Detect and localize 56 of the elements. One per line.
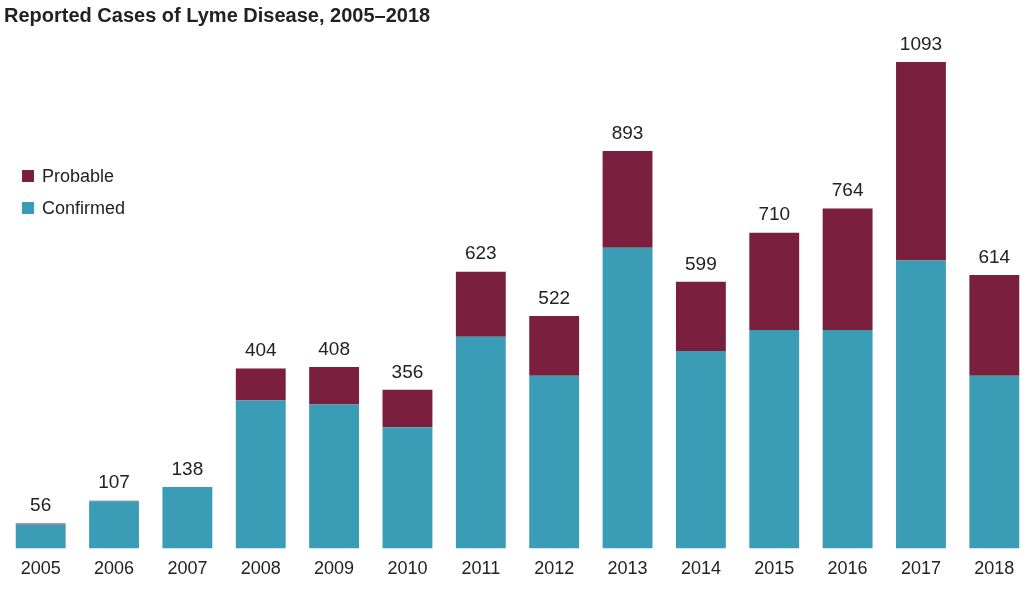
annotation: 408 [318,337,350,359]
x-tick-label: 2018 [974,558,1015,579]
bar [896,260,946,549]
x-tick-label: 2017 [900,558,941,579]
x-tick-label: 2013 [607,558,648,579]
bar [162,487,213,549]
annotation: 522 [538,286,571,308]
x-tick-label: 2015 [754,558,795,579]
bar [749,330,800,549]
bar [309,404,360,549]
annotation: 599 [685,252,717,274]
annotation: 56 [30,494,52,516]
bar [529,315,580,376]
annotation: 356 [391,360,424,382]
x-tick-label: 2007 [167,558,208,579]
annotation: 893 [611,121,644,143]
annotation: 404 [244,339,278,361]
bar [822,208,873,331]
annotation: 623 [464,242,497,264]
annotation: 710 [758,203,791,225]
x-tick-label: 2008 [240,558,281,579]
x-tick-label: 2006 [94,558,135,579]
bar [455,271,506,337]
x-tick-label: 2011 [461,558,501,579]
legend-label: Probable [42,165,115,188]
bar [896,62,946,261]
x-tick-label: 2010 [387,558,428,579]
bar [529,375,580,549]
bar [382,427,433,549]
bar [969,275,1020,376]
annotation: 614 [978,245,1011,267]
annotation: 1093 [899,32,943,54]
bar [822,330,873,549]
x-tick-label: 2016 [827,558,868,579]
x-tick-label: 2005 [20,558,61,579]
bar [749,232,800,331]
bar [602,247,653,549]
bar [235,400,286,549]
bar [602,151,653,248]
x-tick-label: 2009 [314,558,355,579]
annotation: 138 [171,457,204,479]
annotation: 107 [98,471,130,493]
bar [675,350,726,549]
bar [969,375,1020,549]
x-tick-label: 2014 [680,558,721,579]
bar [382,389,433,428]
chart-title: Reported Cases of Lyme Disease, 2005–2018 [4,3,431,26]
bar [455,336,506,549]
bar [309,366,360,405]
legend-label: Confirmed [42,197,126,220]
x-tick-label: 2012 [534,558,575,579]
bar [235,368,286,401]
bar [89,501,139,549]
bar [675,281,726,351]
bar [15,524,66,549]
annotation: 764 [831,179,864,201]
